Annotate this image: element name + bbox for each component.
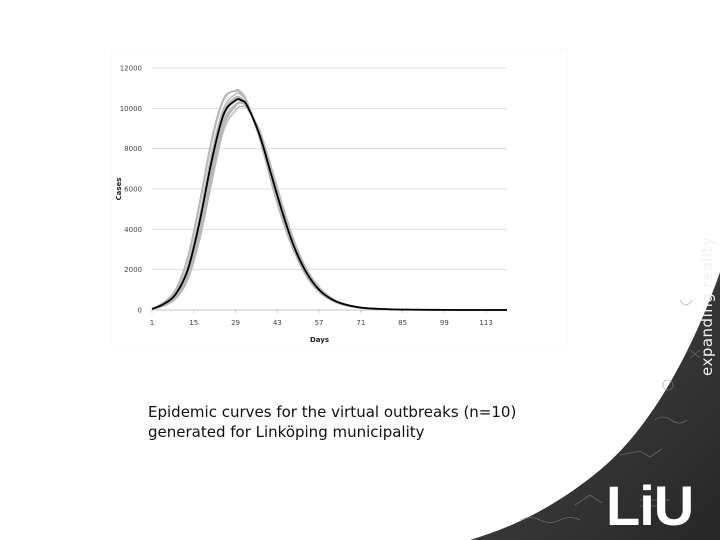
x-tick-labels: 1 15 29 43 57 71 85 99 113 [150, 319, 493, 327]
y-tick-label: 8000 [124, 145, 142, 153]
y-tick-label: 2000 [124, 266, 142, 274]
grid-layer [151, 67, 507, 313]
chart-frame: 0 2000 4000 6000 8000 10000 12000 1 15 29 43 57 71 8… [112, 50, 567, 347]
y-tick-label: 0 [138, 307, 142, 315]
x-tick-label: 85 [398, 319, 407, 327]
y-tick-label: 12000 [120, 65, 142, 73]
series-line-10 [151, 101, 507, 311]
caption: Epidemic curves for the virtual outbreak… [148, 402, 608, 442]
x-tick-label: 113 [479, 319, 492, 327]
y-axis-title: Cases [115, 178, 123, 201]
y-tick-label: 10000 [120, 105, 142, 113]
series-layer [151, 88, 507, 311]
x-tick-label: 1 [150, 319, 154, 327]
x-tick-label: 29 [231, 319, 240, 327]
x-tick-label: 15 [189, 319, 198, 327]
x-tick-label: 57 [315, 319, 324, 327]
liu-logo: LiU [606, 474, 694, 537]
tagline-text: expanding reality [698, 236, 716, 376]
caption-line-2: generated for Linköping municipality [148, 423, 425, 441]
caption-line-1: Epidemic curves for the virtual outbreak… [148, 403, 517, 421]
x-axis-title: Days [310, 336, 329, 344]
x-tick-label: 71 [356, 319, 365, 327]
x-tick-label: 99 [440, 319, 449, 327]
y-tick-label: 6000 [124, 186, 142, 194]
y-tick-label: 4000 [124, 226, 142, 234]
series-line-mean [151, 98, 507, 311]
x-tick-label: 43 [273, 319, 282, 327]
y-tick-labels: 0 2000 4000 6000 8000 10000 12000 [120, 65, 142, 315]
epidemic-chart: 0 2000 4000 6000 8000 10000 12000 1 15 29 43 57 71 8… [115, 65, 507, 344]
